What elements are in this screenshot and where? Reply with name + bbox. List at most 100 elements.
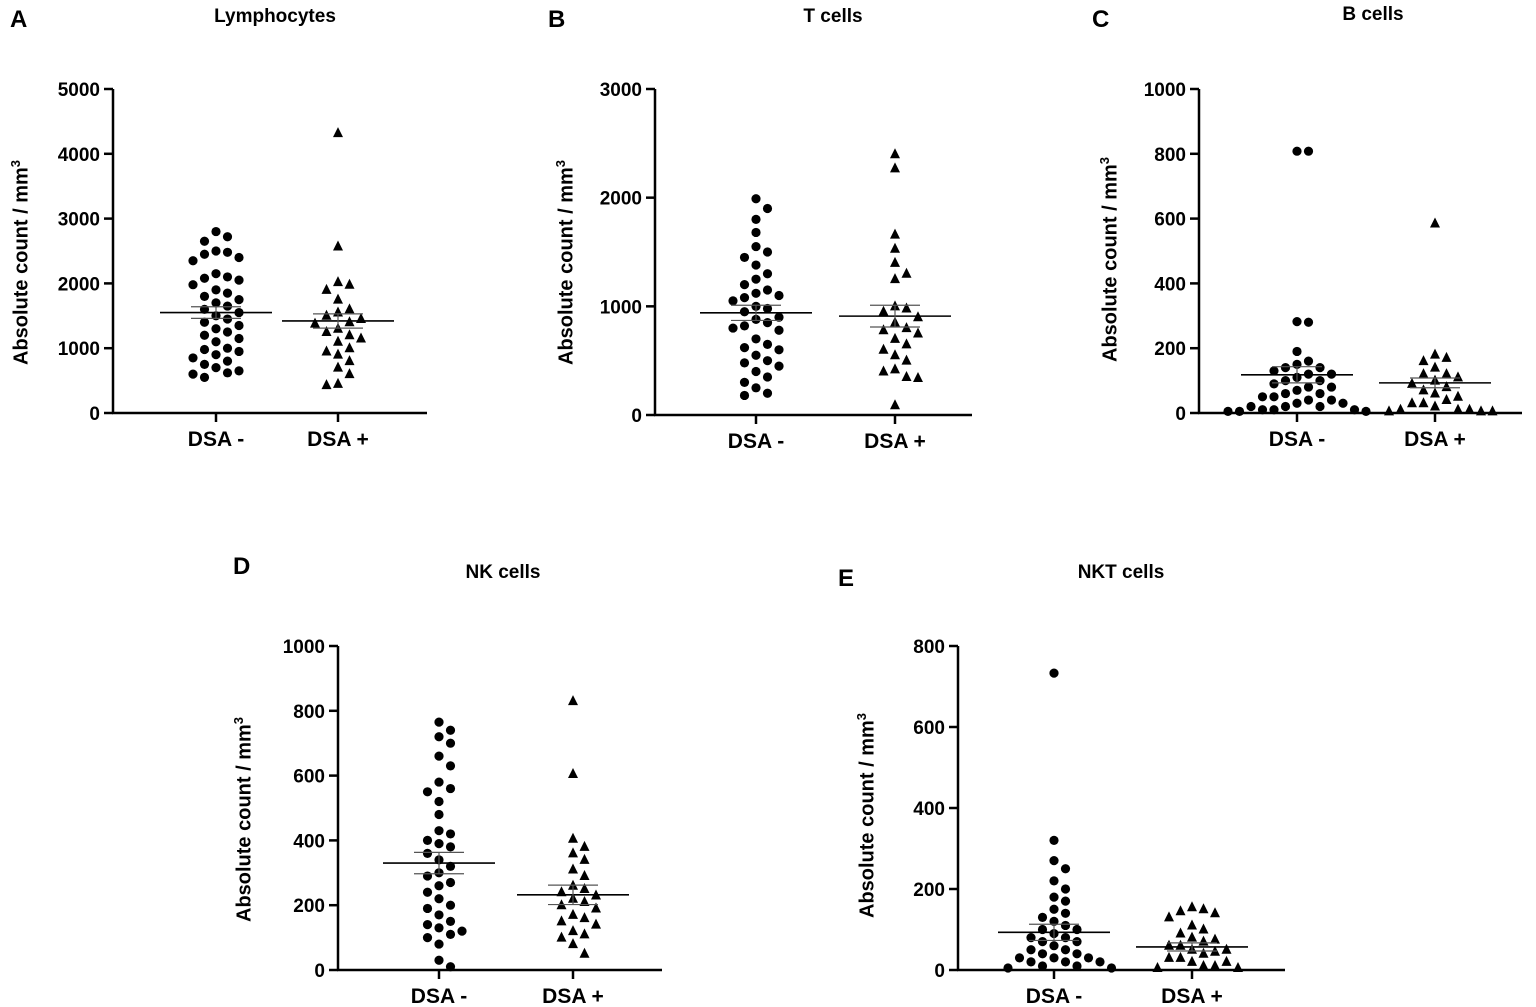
data-point-c-dsa-neg-14 [1315,376,1325,386]
data-point-d-dsa-pos-17 [579,912,590,923]
data-point-e-dsa-neg-27 [1014,953,1025,963]
data-point-b-dsa-neg-30 [762,356,773,366]
data-point-d-dsa-neg-28 [445,916,456,927]
data-point-a-dsa-pos-3 [344,278,355,289]
data-point-a-dsa-pos-14 [344,329,355,340]
data-point-a-dsa-pos-17 [344,342,355,353]
data-point-d-dsa-neg-25 [445,900,456,910]
data-point-a-dsa-pos-23 [333,377,343,388]
data-point-e-dsa-pos-1 [1198,903,1209,914]
data-point-d-dsa-neg-31 [457,926,467,936]
data-point-c-dsa-pos-16 [1407,397,1417,408]
data-point-e-dsa-pos-5 [1187,919,1197,930]
data-point-e-dsa-neg-30 [1095,957,1105,967]
data-point-d-dsa-pos-2 [568,832,578,843]
data-point-a-dsa-neg-37 [211,363,221,373]
data-point-c-dsa-neg-15 [1269,379,1279,389]
data-point-b-dsa-neg-3 [751,227,761,238]
data-point-a-dsa-neg-30 [222,343,233,353]
data-point-b-dsa-neg-21 [762,318,773,328]
data-point-b-dsa-neg-9 [751,274,761,284]
data-point-a-dsa-pos-19 [333,348,343,359]
data-point-e-dsa-neg-26 [1083,953,1094,963]
data-point-c-dsa-pos-23 [1487,405,1498,416]
data-point-c-dsa-neg-24 [1326,395,1337,405]
data-point-d-dsa-neg-34 [434,939,444,949]
data-point-b-dsa-pos-21 [878,365,889,376]
data-point-e-dsa-neg-32 [1072,961,1082,971]
data-point-e-dsa-pos-10 [1198,935,1209,946]
data-point-c-dsa-pos-17 [1430,400,1440,411]
data-point-b-dsa-neg-10 [739,280,750,290]
data-point-a-dsa-pos-1 [333,240,343,251]
data-point-e-dsa-pos-3 [1210,907,1220,918]
data-point-a-dsa-pos-16 [333,335,343,346]
data-point-d-dsa-pos-7 [579,870,590,881]
data-point-b-dsa-pos-19 [901,354,912,365]
data-point-e-dsa-pos-4 [1164,911,1174,922]
data-point-c-dsa-pos-5 [1441,368,1452,379]
data-point-a-dsa-neg-41 [199,372,210,382]
data-point-e-dsa-neg-8 [1049,904,1059,914]
data-point-e-dsa-pos-2 [1175,905,1186,916]
data-point-d-dsa-pos-23 [568,938,578,949]
data-point-d-dsa-neg-32 [445,929,456,939]
data-point-b-dsa-neg-22 [739,321,750,331]
data-point-a-dsa-neg-18 [222,301,233,311]
data-point-c-dsa-neg-0 [1292,146,1302,156]
data-point-e-dsa-pos-17 [1175,951,1186,962]
data-point-c-dsa-pos-21 [1476,405,1486,416]
data-point-a-dsa-pos-6 [344,303,355,314]
data-point-a-dsa-neg-0 [211,226,221,237]
data-point-a-dsa-neg-27 [199,330,210,340]
data-point-a-dsa-neg-25 [211,324,221,334]
data-point-d-dsa-neg-22 [434,881,444,891]
data-point-a-dsa-neg-34 [188,353,198,363]
data-point-c-dsa-neg-31 [1257,405,1268,415]
data-point-b-dsa-pos-13 [878,324,889,335]
data-point-b-dsa-neg-19 [774,312,784,322]
data-point-b-dsa-pos-14 [913,327,923,338]
data-point-d-dsa-neg-15 [445,842,456,852]
data-point-b-dsa-neg-31 [739,358,750,368]
y-tick-label-a-0: 0 [89,404,100,425]
y-tick-label-d-4: 800 [293,702,325,723]
panel-letter-a: A [10,6,28,33]
data-point-b-dsa-neg-12 [751,288,761,298]
data-point-d-dsa-pos-21 [579,928,590,939]
data-point-a-dsa-neg-23 [199,317,210,327]
data-point-d-dsa-neg-21 [445,877,456,888]
data-point-c-dsa-neg-7 [1280,363,1291,373]
data-point-e-dsa-neg-12 [1060,920,1071,931]
data-point-a-dsa-neg-12 [188,280,198,290]
data-point-b-dsa-neg-7 [751,260,761,270]
data-point-a-dsa-pos-13 [321,326,332,336]
data-point-b-dsa-neg-13 [774,290,784,301]
data-point-a-dsa-pos-5 [333,293,343,304]
data-point-b-dsa-pos-3 [890,242,900,253]
data-point-d-dsa-neg-16 [422,848,433,858]
data-point-e-dsa-neg-29 [1026,957,1036,967]
data-point-b-dsa-neg-18 [739,307,750,317]
data-point-b-dsa-neg-28 [774,345,784,355]
data-point-b-dsa-neg-24 [774,325,784,335]
data-point-e-dsa-neg-22 [1026,945,1036,955]
data-point-d-dsa-pos-10 [556,886,567,897]
data-point-e-dsa-pos-23 [1152,961,1163,972]
data-point-d-dsa-pos-4 [568,847,578,858]
data-point-c-dsa-pos-10 [1441,381,1452,392]
data-point-e-dsa-pos-9 [1210,933,1220,944]
data-point-c-dsa-neg-16 [1303,382,1314,392]
data-point-d-dsa-pos-24 [579,947,590,958]
data-point-d-dsa-neg-1 [445,725,456,735]
data-point-d-dsa-neg-6 [434,777,444,787]
data-point-a-dsa-neg-32 [234,346,244,357]
data-point-c-dsa-neg-25 [1292,398,1302,408]
data-point-c-dsa-pos-18 [1453,403,1463,414]
data-point-b-dsa-neg-4 [751,241,761,252]
data-point-c-dsa-pos-19 [1464,403,1475,414]
data-point-d-dsa-neg-7 [445,783,456,794]
data-point-e-dsa-neg-6 [1049,892,1059,902]
data-point-d-dsa-pos-20 [568,925,578,936]
data-point-a-dsa-neg-24 [234,320,244,331]
